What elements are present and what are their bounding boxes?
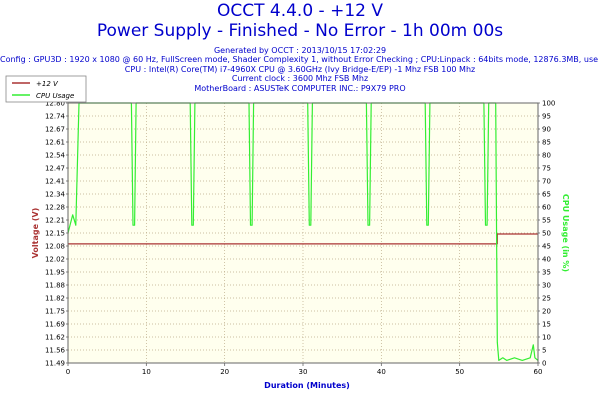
- y-tick-label: 11.88: [45, 282, 65, 290]
- y-tick-label: 12.15: [45, 230, 65, 238]
- cpu-usage-series-line: [67, 102, 539, 361]
- y2-tick-label: 100: [542, 100, 555, 108]
- y2-axis-ticks: 0 5 10 15 20 25 30 35 40 45 50 55 60 65 70 75 80 85 90 95 10…: [538, 100, 555, 368]
- y2-tick-label: 55: [542, 217, 551, 225]
- y-tick-label: 11.49: [45, 360, 65, 368]
- info-generated: Generated by OCCT : 2013/10/15 17:02:29: [213, 46, 387, 55]
- y-axis-label: Voltage (V): [31, 208, 40, 259]
- y-tick-label: 12.47: [45, 165, 65, 173]
- y2-tick-label: 50: [542, 230, 551, 238]
- y-tick-label: 11.69: [45, 321, 65, 329]
- y2-tick-label: 75: [542, 165, 551, 173]
- y-tick-label: 12.61: [45, 139, 65, 147]
- x-tick-label: 60: [534, 368, 543, 376]
- y-tick-label: 12.41: [45, 178, 65, 186]
- y2-tick-label: 35: [542, 269, 551, 277]
- x-tick-label: 30: [299, 368, 308, 376]
- y-tick-label: 12.80: [45, 100, 65, 108]
- y2-tick-label: 40: [542, 256, 551, 264]
- legend-cpu-label: CPU Usage: [36, 92, 74, 100]
- x-tick-label: 20: [220, 368, 229, 376]
- y-tick-label: 11.75: [45, 308, 65, 316]
- x-tick-label: 50: [455, 368, 464, 376]
- y-tick-label: 11.62: [45, 334, 65, 342]
- y2-axis-label: CPU Usage (in %): [561, 194, 570, 272]
- y-tick-label: 11.82: [45, 295, 65, 303]
- y2-tick-label: 65: [542, 191, 551, 199]
- legend-voltage-label: +12 V: [36, 80, 59, 88]
- y2-tick-label: 0: [542, 360, 546, 368]
- y2-tick-label: 15: [542, 321, 551, 329]
- x-axis-ticks: 0 10 20 30 40 50 60: [66, 363, 543, 376]
- y-tick-label: 12.28: [45, 204, 65, 212]
- y2-tick-label: 5: [542, 347, 546, 355]
- y-tick-label: 12.74: [45, 113, 66, 121]
- voltage-series-line: [68, 233, 538, 245]
- y-tick-label: 12.21: [45, 217, 65, 225]
- y2-tick-label: 25: [542, 295, 551, 303]
- y2-tick-label: 10: [542, 334, 551, 342]
- y-tick-label: 11.56: [45, 347, 66, 355]
- info-clock: Current clock : 3600 Mhz FSB Mhz: [231, 74, 369, 83]
- y2-tick-label: 80: [542, 152, 551, 160]
- chart-title: OCCT 4.4.0 - +12 V: [216, 1, 383, 21]
- info-cpu: CPU : Intel(R) Core(TM) i7-4960X CPU @ 3…: [124, 65, 476, 74]
- y-axis-ticks: 11.49 11.56 11.62 11.69 11.75 11.82 11.88 11.95…: [45, 100, 68, 368]
- legend: +12 V CPU Usage: [5, 75, 87, 103]
- y2-tick-label: 70: [542, 178, 551, 186]
- info-config: Config : GPU3D : 1920 x 1080 @ 60 Hz, Fu…: [0, 55, 600, 64]
- y2-tick-label: 85: [542, 139, 551, 147]
- series-group: [67, 102, 539, 361]
- y2-tick-label: 45: [542, 243, 551, 251]
- info-motherboard: MotherBoard : ASUSTeK COMPUTER INC.: P9X…: [194, 84, 406, 93]
- legend-box: [5, 75, 87, 103]
- y-tick-label: 11.95: [45, 269, 65, 277]
- x-axis-label: Duration (Minutes): [264, 381, 350, 390]
- y-tick-label: 12.54: [45, 152, 66, 160]
- x-tick-label: 0: [66, 368, 70, 376]
- x-tick-label: 10: [142, 368, 151, 376]
- y-tick-label: 12.02: [45, 256, 65, 264]
- y-tick-label: 12.34: [45, 191, 66, 199]
- y2-tick-label: 30: [542, 282, 551, 290]
- y-tick-label: 12.67: [45, 126, 65, 134]
- y-tick-label: 12.08: [45, 243, 65, 251]
- y2-tick-label: 60: [542, 204, 551, 212]
- y2-tick-label: 20: [542, 308, 551, 316]
- chart-subtitle: Power Supply - Finished - No Error - 1h …: [96, 21, 504, 41]
- y2-tick-label: 90: [542, 126, 551, 134]
- y2-tick-label: 95: [542, 113, 551, 121]
- x-tick-label: 40: [377, 368, 386, 376]
